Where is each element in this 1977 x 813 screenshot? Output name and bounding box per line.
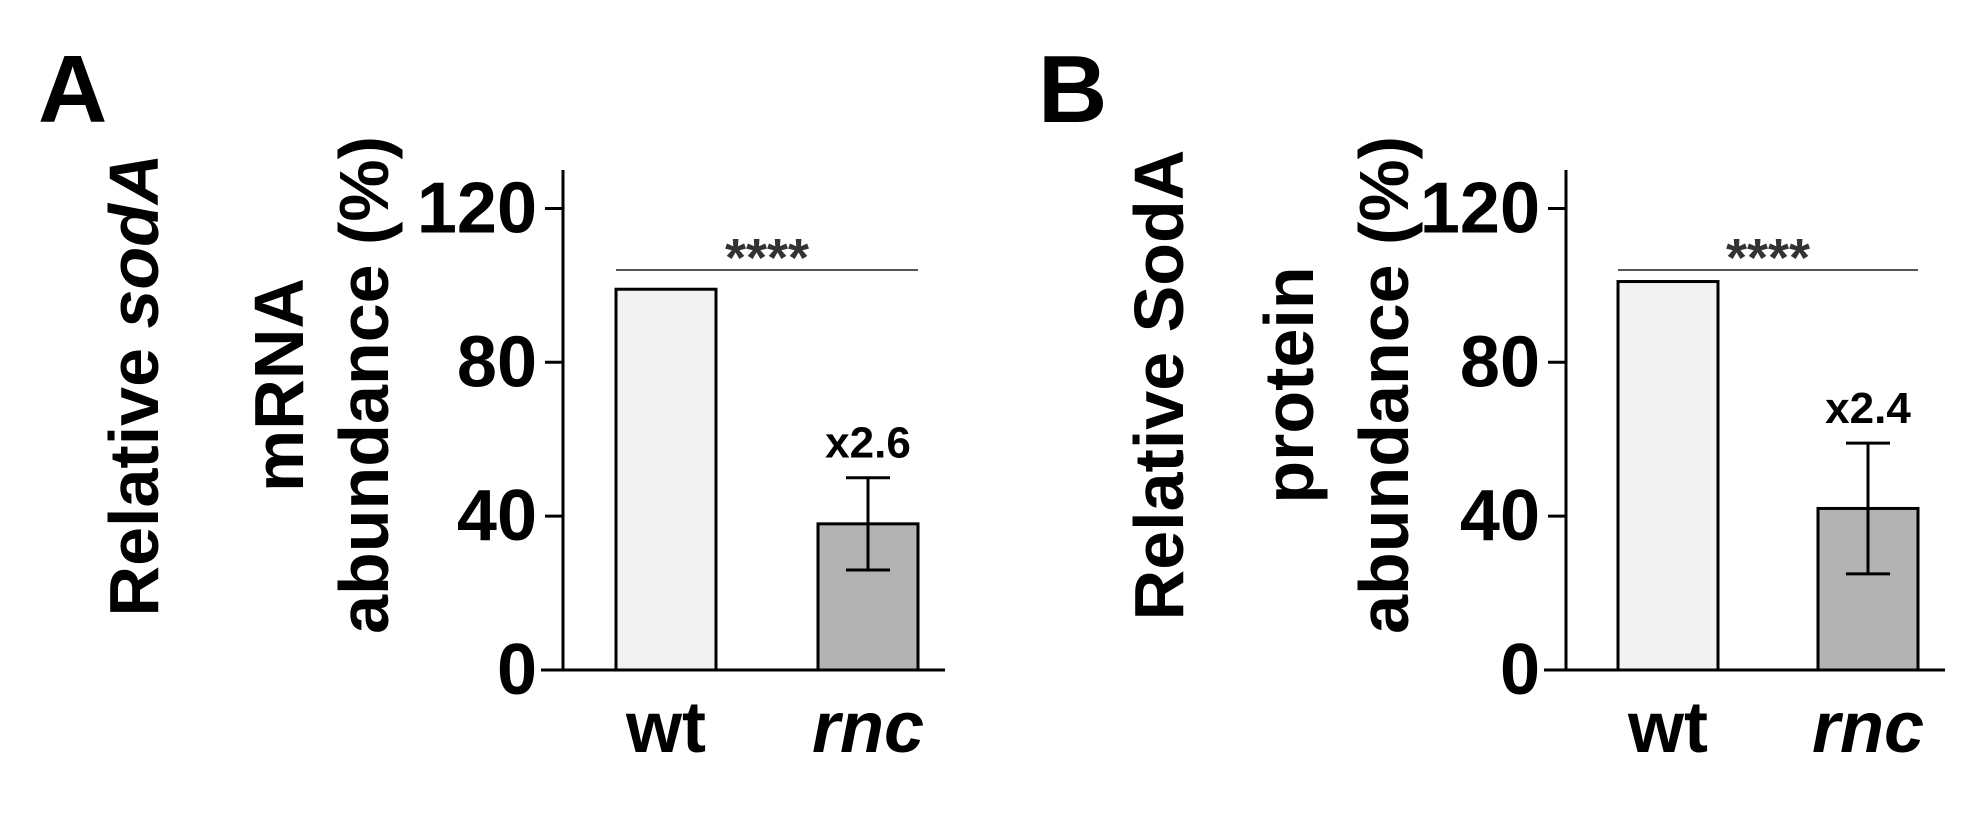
y-axis-label-segment: abundance (%) xyxy=(325,136,403,634)
x-category-label: rnc xyxy=(812,688,924,768)
significance-label: **** xyxy=(725,228,809,288)
y-axis-label-segment: sodA xyxy=(95,154,173,329)
bar-wt xyxy=(1616,280,1720,672)
y-axis-label-line: protein xyxy=(1250,266,1328,503)
x-category-label: rnc xyxy=(1812,688,1924,768)
fold-change-label: x2.4 xyxy=(1825,384,1911,433)
significance-label: **** xyxy=(1726,228,1810,288)
y-axis-label-line: abundance (%) xyxy=(1345,136,1423,634)
y-tick-label: 0 xyxy=(497,630,537,710)
y-axis-label-line: abundance (%) xyxy=(325,136,403,634)
y-tick-label: 80 xyxy=(457,322,537,402)
y-axis-label-segment: abundance (%) xyxy=(1345,136,1423,634)
y-axis-label-segment: Relative SodA xyxy=(1120,150,1198,621)
x-category-label: wt xyxy=(625,688,706,768)
y-axis-label-segment: protein xyxy=(1250,266,1328,503)
y-tick-label: 120 xyxy=(1420,168,1540,248)
y-axis-label-segment: Relative xyxy=(95,329,173,617)
y-axis-label-line: Relative sodA xyxy=(95,154,173,617)
y-tick-label: 40 xyxy=(1460,476,1540,556)
x-category-label: wt xyxy=(1627,688,1708,768)
panel-letter: B xyxy=(1038,36,1107,143)
y-axis-label-segment: mRNA xyxy=(240,278,318,492)
panel-letter: A xyxy=(38,36,107,143)
y-axis-label-line: Relative SodA xyxy=(1120,150,1198,621)
y-tick-label: 40 xyxy=(457,476,537,556)
fold-change-label: x2.6 xyxy=(825,419,911,468)
bar-wt xyxy=(614,287,718,672)
y-axis-label-line: mRNA xyxy=(240,278,318,492)
y-tick-label: 80 xyxy=(1460,322,1540,402)
y-tick-label: 0 xyxy=(1500,630,1540,710)
y-tick-label: 120 xyxy=(417,168,537,248)
panel-a: A Relative sodA mRNA abundance (%) 0 40 80 120 w… xyxy=(38,36,945,768)
